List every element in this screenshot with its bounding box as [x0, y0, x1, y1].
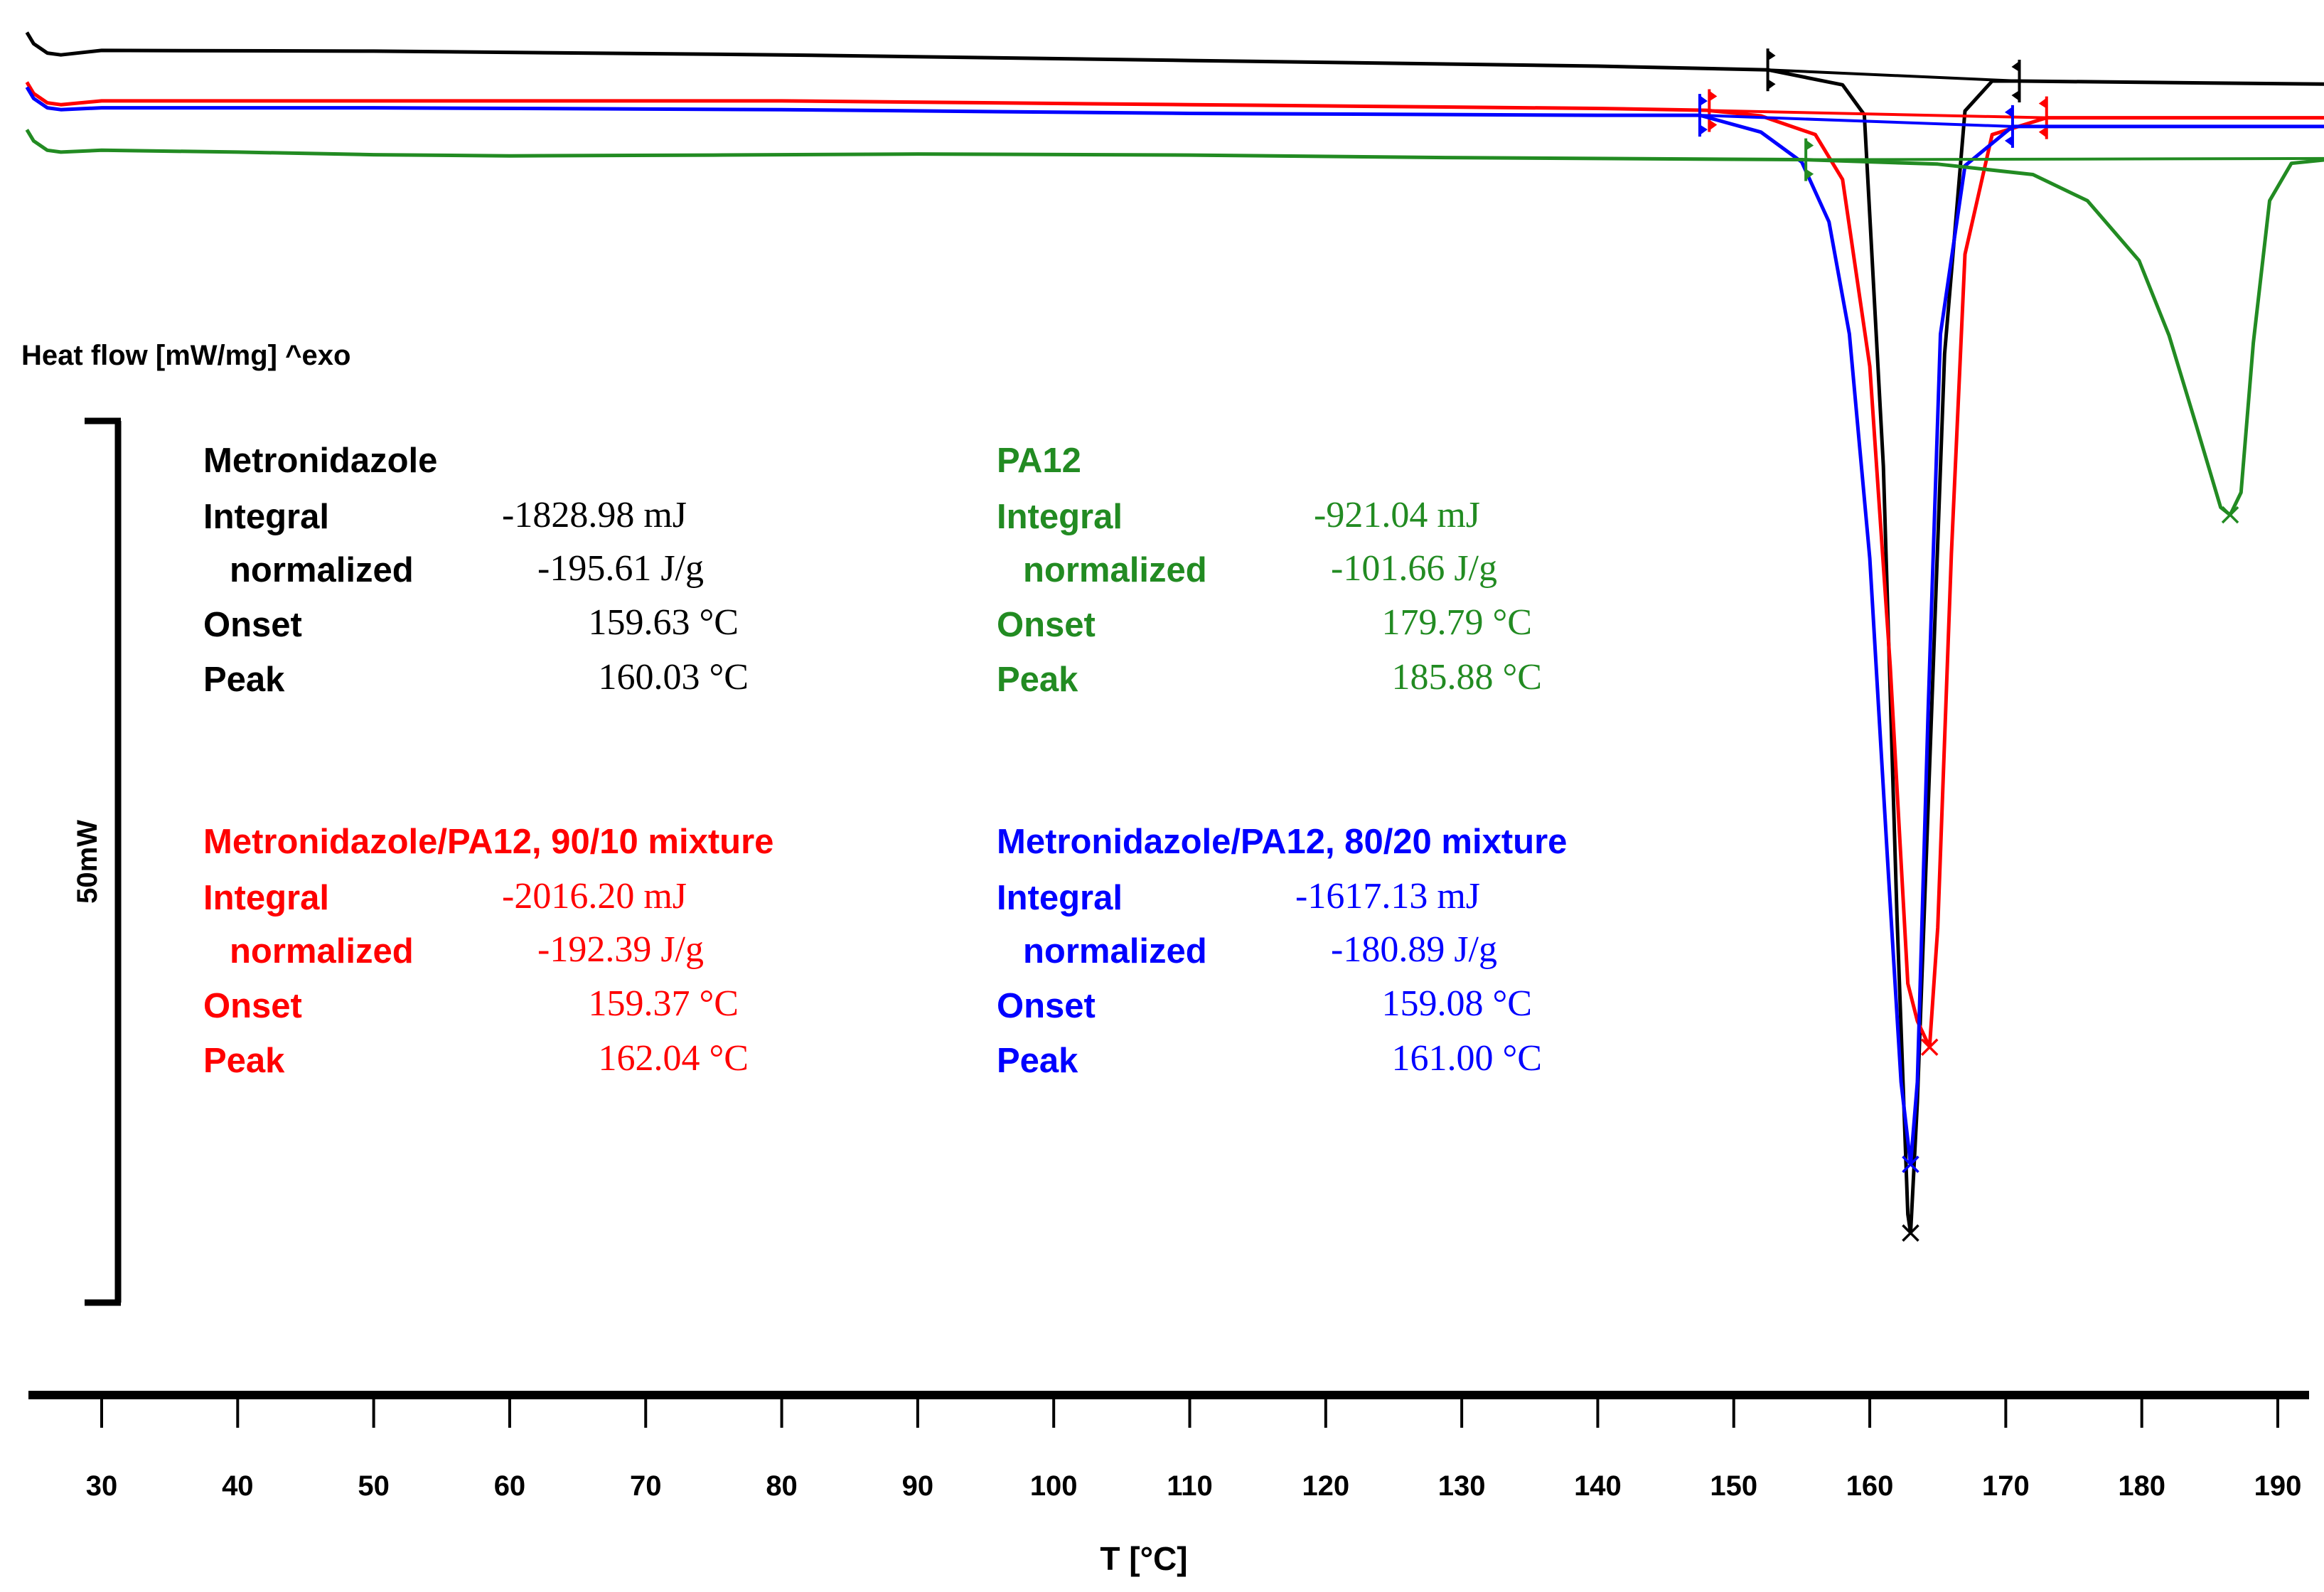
onset-value: 159.08 °C: [1382, 983, 1532, 1024]
x-tick-label: 100: [1030, 1470, 1078, 1502]
x-axis: 30 40 50 60 70 80 90 100 110 120 130 140 150 160 170 18…: [28, 1391, 2309, 1577]
x-tick-label: 110: [1167, 1470, 1213, 1502]
peak-marker-mix-90-10: [1921, 1038, 1939, 1056]
x-tick-label: 160: [1846, 1470, 1894, 1502]
limit-marker-mix-90-10-end: [2038, 96, 2048, 139]
peak-marker-pa12: [2221, 506, 2239, 524]
peak-value: 160.03 °C: [599, 657, 749, 698]
integral-value: -921.04 mJ: [1314, 495, 1480, 535]
integral-label: Integral: [997, 879, 1123, 917]
normalized-value: -192.39 J/g: [537, 929, 704, 970]
peak-value: 162.04 °C: [599, 1038, 749, 1079]
limit-marker-mix-90-10-start: [1708, 89, 1718, 132]
integral-value: -2016.20 mJ: [502, 876, 687, 917]
x-tick-label: 150: [1710, 1470, 1757, 1502]
integral-label: Integral: [997, 498, 1123, 536]
onset-label: Onset: [203, 606, 302, 644]
onset-label: Onset: [997, 987, 1096, 1025]
integral-value: -1617.13 mJ: [1295, 876, 1480, 917]
stats-title: Metronidazole/PA12, 90/10 mixture: [203, 823, 773, 861]
curve-metronidazole: [25, 31, 2324, 1235]
peak-label: Peak: [997, 1042, 1078, 1080]
onset-label: Onset: [997, 606, 1096, 644]
curves-layer: [25, 31, 2324, 1242]
peak-marker-mix-80-20: [1902, 1155, 1919, 1173]
integration-baseline-mix-80-20: [1699, 114, 2013, 128]
integration-baseline-pa12: [1806, 156, 2324, 161]
peak-label: Peak: [203, 1042, 285, 1080]
x-tick-label: 80: [766, 1470, 798, 1502]
x-tick-label: 60: [494, 1470, 526, 1502]
x-tick-label: 40: [222, 1470, 254, 1502]
onset-label: Onset: [203, 987, 302, 1025]
normalized-label: normalized: [1023, 932, 1207, 971]
peak-label: Peak: [203, 661, 285, 699]
limit-marker-mix-80-20-end: [2004, 105, 2014, 148]
stats-title: Metronidazole: [203, 442, 437, 480]
x-axis-label: T [°C]: [1100, 1540, 1187, 1577]
integral-value: -1828.98 mJ: [502, 495, 687, 535]
scale-bar: 50mW: [72, 417, 122, 1306]
integration-baseline-mix-90-10: [1709, 109, 2047, 119]
peak-marker-metronidazole: [1902, 1224, 1919, 1242]
y-axis-label: Heat flow [mW/mg] ^exo: [21, 340, 350, 371]
stats-panel-mix-90-10: Metronidazole/PA12, 90/10 mixture Integra…: [203, 823, 773, 1080]
x-tick-label: 90: [902, 1470, 934, 1502]
curve-mix-90-10: [25, 81, 2324, 1049]
x-tick-label: 50: [358, 1470, 390, 1502]
normalized-value: -180.89 J/g: [1331, 929, 1497, 970]
stats-title: Metronidazole/PA12, 80/20 mixture: [997, 823, 1567, 861]
limit-marker-mix-80-20-start: [1698, 94, 1708, 137]
onset-value: 159.63 °C: [589, 602, 739, 643]
stats-panels: Metronidazole Integral normalized Onset Peak…: [203, 442, 1567, 1080]
stats-panel-pa12: PA12 Integral normalized Onset Peak -921.04 m…: [997, 442, 1542, 699]
integral-label: Integral: [203, 498, 329, 536]
stats-panel-mix-80-20: Metronidazole/PA12, 80/20 mixture Integra…: [997, 823, 1567, 1080]
integration-baseline-metronidazole: [1767, 68, 2020, 83]
x-tick-label: 130: [1438, 1470, 1486, 1502]
x-tick-label: 170: [1982, 1470, 2030, 1502]
normalized-label: normalized: [230, 932, 414, 971]
normalized-value: -101.66 J/g: [1331, 548, 1497, 589]
peak-value: 161.00 °C: [1392, 1038, 1542, 1079]
x-tick-label: 180: [2118, 1470, 2165, 1502]
scale-bar-label: 50mW: [72, 820, 103, 904]
peak-value: 185.88 °C: [1392, 657, 1542, 698]
x-tick-label: 190: [2254, 1470, 2302, 1502]
integral-label: Integral: [203, 879, 329, 917]
x-tick-label: 70: [630, 1470, 662, 1502]
normalized-label: normalized: [1023, 551, 1207, 589]
stats-panel-metronidazole: Metronidazole Integral normalized Onset Peak…: [203, 442, 749, 699]
x-tick-label: 120: [1302, 1470, 1349, 1502]
limit-marker-metronidazole-start: [1766, 48, 1776, 92]
curve-mix-80-20: [25, 86, 2324, 1166]
x-tick-label: 30: [86, 1470, 118, 1502]
onset-value: 179.79 °C: [1382, 602, 1532, 643]
curve-pa12: [25, 129, 2324, 517]
normalized-label: normalized: [230, 551, 414, 589]
normalized-value: -195.61 J/g: [537, 548, 704, 589]
x-ticks: 30 40 50 60 70 80 90 100 110 120 130 140 150 160 170 18…: [86, 1395, 2302, 1502]
limit-marker-metronidazole-end: [2011, 60, 2021, 103]
onset-value: 159.37 °C: [589, 983, 739, 1024]
x-tick-label: 140: [1574, 1470, 1622, 1502]
peak-label: Peak: [997, 661, 1078, 699]
limit-marker-pa12-start: [1804, 138, 1814, 181]
stats-title: PA12: [997, 442, 1081, 480]
